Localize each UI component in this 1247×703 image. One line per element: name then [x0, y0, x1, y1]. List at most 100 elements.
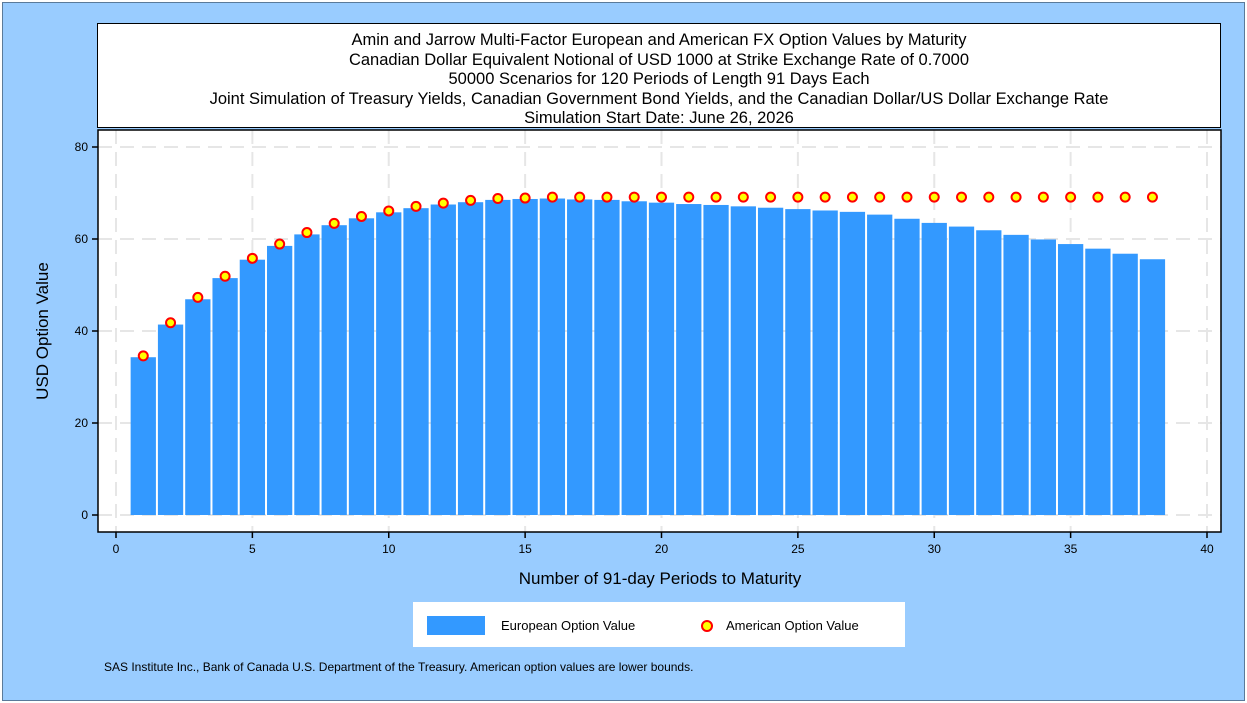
bar-european [785, 209, 811, 515]
bar-european [648, 202, 675, 515]
x-tick-label: 20 [655, 542, 669, 556]
marker-american [1092, 191, 1104, 203]
bar-european [185, 299, 211, 515]
marker-american [846, 191, 858, 203]
legend-swatch-european [427, 616, 485, 635]
marker-american [737, 191, 749, 203]
bar-european [212, 278, 238, 515]
chart-subtitle-line: Canadian Dollar Equivalent Notional of U… [348, 50, 970, 69]
bar-european [512, 198, 538, 516]
marker-american [683, 191, 695, 203]
marker-american [383, 205, 395, 217]
legend-label-american: American Option Value [726, 618, 859, 633]
bar-european [539, 198, 566, 515]
bar-european [348, 218, 375, 516]
bar-european [239, 259, 266, 515]
bar-european [294, 234, 320, 515]
bar-european [1085, 248, 1111, 515]
bar-european [1030, 239, 1056, 515]
bar-european [1112, 253, 1138, 515]
chart-subtitle-line: Simulation Start Date: June 26, 2026 [524, 109, 794, 127]
source-note: SAS Institute Inc., Bank of Canada U.S. … [104, 660, 694, 674]
bar-european [376, 212, 402, 515]
marker-american [274, 238, 286, 250]
bar-european [1057, 244, 1084, 515]
y-tick-label: 80 [75, 140, 89, 154]
y-tick-label: 0 [81, 508, 88, 522]
marker-american [1119, 191, 1131, 203]
chart-title-line: Amin and Jarrow Multi-Factor European an… [351, 31, 967, 49]
marker-american [628, 191, 640, 203]
bar-european [921, 222, 947, 515]
marker-american [246, 252, 258, 264]
marker-american [983, 191, 995, 203]
marker-american [710, 191, 722, 203]
bar-european [703, 204, 729, 515]
legend-swatch-american [701, 620, 713, 632]
marker-american [192, 291, 204, 303]
marker-american [956, 191, 968, 203]
marker-american [601, 191, 613, 203]
x-tick-label: 5 [249, 542, 256, 556]
x-tick-label: 25 [791, 542, 805, 556]
bar-european [457, 202, 484, 515]
bar-european [403, 208, 429, 515]
marker-american [656, 191, 667, 203]
legend: European Option Value American Option Va… [413, 602, 905, 647]
marker-american [437, 197, 449, 209]
marker-american [901, 191, 913, 203]
marker-american [765, 191, 777, 203]
y-tick-label: 60 [75, 232, 89, 246]
bar-european [321, 225, 347, 515]
marker-american [492, 193, 504, 205]
bar-european [867, 214, 893, 515]
bar-european [485, 199, 511, 515]
bar-european [1003, 234, 1029, 516]
chart-subtitle-line: Joint Simulation of Treasury Yields, Can… [209, 89, 1109, 108]
x-tick-label: 10 [382, 542, 396, 556]
x-tick-label: 40 [1200, 542, 1214, 556]
bar-european [757, 207, 784, 515]
x-tick-label: 15 [518, 542, 532, 556]
bar-european [948, 226, 975, 515]
bar-european [157, 324, 184, 515]
legend-label-european: European Option Value [501, 618, 636, 633]
chart-title-box: Amin and Jarrow Multi-Factor European an… [97, 23, 1221, 128]
x-tick-label: 35 [1064, 542, 1078, 556]
chart-subtitle-line: 50000 Scenarios for 120 Periods of Lengt… [448, 70, 870, 88]
bar-european [430, 204, 456, 515]
bar-european [1139, 259, 1166, 515]
bar-european [730, 206, 756, 515]
marker-american [874, 191, 886, 203]
bar-european [812, 210, 838, 516]
marker-american [819, 191, 831, 203]
marker-american [519, 192, 531, 204]
marker-american [165, 317, 177, 329]
marker-american [792, 191, 804, 203]
marker-american [928, 191, 940, 203]
x-axis-label: Number of 91-day Periods to Maturity [519, 569, 802, 588]
marker-american [301, 227, 313, 239]
marker-american [1146, 191, 1158, 203]
marker-american [574, 191, 586, 203]
marker-american [410, 200, 422, 212]
y-axis-label: USD Option Value [33, 262, 52, 400]
bar-european [621, 201, 647, 515]
bar-european [567, 199, 593, 515]
marker-american [546, 191, 558, 203]
bar-european [267, 245, 293, 515]
bar-european [839, 211, 866, 516]
marker-american [219, 270, 231, 282]
bar-european [976, 230, 1002, 515]
marker-american [1037, 191, 1049, 203]
marker-american [355, 210, 367, 222]
x-tick-label: 30 [928, 542, 942, 556]
x-tick-label: 0 [113, 542, 120, 556]
bar-european [894, 218, 920, 515]
marker-american [465, 194, 477, 206]
bar-european [676, 204, 702, 516]
marker-american [1010, 191, 1022, 203]
marker-american [328, 217, 340, 229]
y-tick-label: 40 [75, 324, 89, 338]
